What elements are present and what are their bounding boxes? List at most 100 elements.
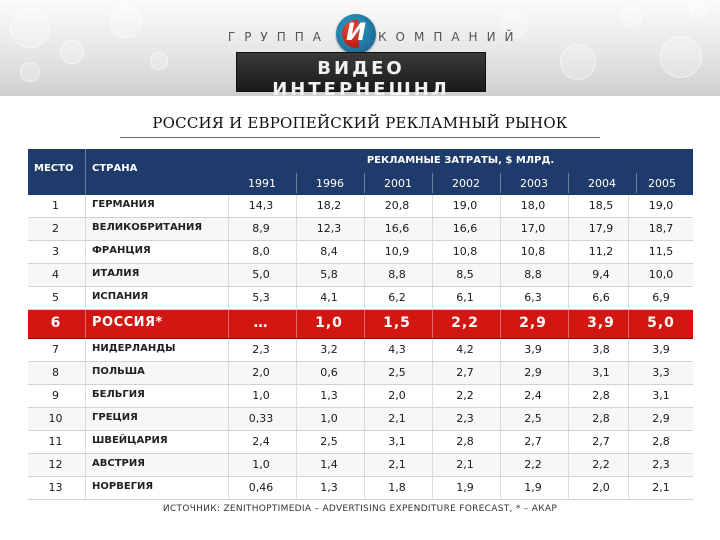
value-cell: 2,4 bbox=[524, 389, 542, 402]
value-cell: 2,1 bbox=[388, 458, 406, 471]
header-year: 2003 bbox=[520, 177, 548, 190]
value-cell: 2,0 bbox=[252, 366, 270, 379]
value-cell: 2,9 bbox=[652, 412, 670, 425]
header-year: 2001 bbox=[384, 177, 412, 190]
table-row: 5 ИСПАНИЯ 5,3 4,1 6,2 6,1 6,3 6,6 6,9 bbox=[28, 287, 693, 310]
value-cell: 5,0 bbox=[647, 315, 675, 331]
table-row: 8 ПОЛЬША 2,0 0,6 2,5 2,7 2,9 3,1 3,3 bbox=[28, 362, 693, 385]
companies-label: КОМПАНИЙ bbox=[378, 30, 523, 44]
table-row: 11 ШВЕЙЦАРИЯ 2,4 2,5 3,1 2,8 2,7 2,7 2,8 bbox=[28, 431, 693, 454]
value-cell: 2,9 bbox=[524, 366, 542, 379]
value-cell: 0,46 bbox=[248, 481, 274, 494]
value-cell: 2,1 bbox=[388, 412, 406, 425]
brand-name: ВИДЕО ИНТЕРНЕШНЛ bbox=[272, 58, 450, 100]
company-logo-icon: И bbox=[336, 14, 376, 54]
value-cell: 11,2 bbox=[588, 245, 614, 258]
value-cell: 18,2 bbox=[316, 199, 342, 212]
value-cell: 2,3 bbox=[252, 343, 270, 356]
value-cell: 1,9 bbox=[524, 481, 542, 494]
value-cell: 8,0 bbox=[252, 245, 270, 258]
header-banner: ГРУППА КОМПАНИЙ И ВИДЕО ИНТЕРНЕШНЛ bbox=[0, 0, 720, 100]
value-cell: 2,3 bbox=[456, 412, 474, 425]
rank-cell: 7 bbox=[52, 343, 59, 356]
value-cell: 17,0 bbox=[520, 222, 546, 235]
value-cell: 14,3 bbox=[248, 199, 274, 212]
header-year: 1996 bbox=[316, 177, 344, 190]
value-cell: 2,3 bbox=[652, 458, 670, 471]
value-cell: 4,1 bbox=[320, 291, 338, 304]
value-cell: 2,2 bbox=[451, 315, 479, 331]
country-cell: ВЕЛИКОБРИТАНИЯ bbox=[92, 222, 203, 233]
value-cell: 8,8 bbox=[388, 268, 406, 281]
value-cell: 0,6 bbox=[320, 366, 338, 379]
country-cell: НОРВЕГИЯ bbox=[92, 481, 154, 492]
value-cell: 6,9 bbox=[652, 291, 670, 304]
value-cell: 17,9 bbox=[588, 222, 614, 235]
value-cell: 8,5 bbox=[456, 268, 474, 281]
value-cell: 16,6 bbox=[384, 222, 410, 235]
value-cell: 2,8 bbox=[456, 435, 474, 448]
header-year: 2005 bbox=[648, 177, 676, 190]
table-body: 1 ГЕРМАНИЯ 14,3 18,2 20,8 19,0 18,0 18,5 19,0 2 ВЕ… bbox=[28, 195, 693, 500]
value-cell: 11,5 bbox=[648, 245, 674, 258]
value-cell: 16,6 bbox=[452, 222, 478, 235]
value-cell: 5,0 bbox=[252, 268, 270, 281]
value-cell: 12,3 bbox=[316, 222, 342, 235]
header-country: СТРАНА bbox=[92, 163, 138, 174]
value-cell: 3,9 bbox=[524, 343, 542, 356]
value-cell: 2,8 bbox=[592, 412, 610, 425]
country-cell: НИДЕРЛАНДЫ bbox=[92, 343, 176, 354]
value-cell: 6,6 bbox=[592, 291, 610, 304]
value-cell: 2,0 bbox=[592, 481, 610, 494]
value-cell: 3,3 bbox=[652, 366, 670, 379]
country-cell: ИСПАНИЯ bbox=[92, 291, 149, 302]
title-divider bbox=[120, 137, 600, 138]
value-cell: 2,1 bbox=[456, 458, 474, 471]
value-cell: 18,0 bbox=[520, 199, 546, 212]
value-cell: 3,9 bbox=[587, 315, 615, 331]
table-row: 3 ФРАНЦИЯ 8,0 8,4 10,9 10,8 10,8 11,2 11,5 bbox=[28, 241, 693, 264]
country-cell: ГРЕЦИЯ bbox=[92, 412, 138, 423]
value-cell: 3,8 bbox=[592, 343, 610, 356]
value-cell: 1,0 bbox=[320, 412, 338, 425]
table-header: МЕСТО СТРАНА РЕКЛАМНЫЕ ЗАТРАТЫ, $ МЛРД. … bbox=[28, 149, 693, 195]
value-cell: 1,0 bbox=[252, 389, 270, 402]
value-cell: 9,4 bbox=[592, 268, 610, 281]
rank-cell: 8 bbox=[52, 366, 59, 379]
rank-cell: 4 bbox=[52, 268, 59, 281]
header-year: 2004 bbox=[588, 177, 616, 190]
value-cell: 4,2 bbox=[456, 343, 474, 356]
value-cell: 3,1 bbox=[388, 435, 406, 448]
rank-cell: 11 bbox=[48, 435, 63, 448]
table-row-highlight: 6 РОССИЯ* … 1,0 1,5 2,2 2,9 3,9 5,0 bbox=[28, 310, 693, 339]
country-cell: БЕЛЬГИЯ bbox=[92, 389, 145, 400]
rank-cell: 9 bbox=[52, 389, 59, 402]
rank-cell: 12 bbox=[48, 458, 63, 471]
value-cell: 1,0 bbox=[315, 315, 343, 331]
value-cell: 1,3 bbox=[320, 389, 338, 402]
value-cell: 2,8 bbox=[592, 389, 610, 402]
source-note: ИСТОЧНИК: ZENITHOPTIMEDIA – ADVERTISING … bbox=[162, 504, 558, 514]
value-cell: 4,3 bbox=[388, 343, 406, 356]
value-cell: 6,2 bbox=[388, 291, 406, 304]
ad-spend-table: МЕСТО СТРАНА РЕКЛАМНЫЕ ЗАТРАТЫ, $ МЛРД. … bbox=[28, 149, 693, 500]
value-cell: 2,9 bbox=[519, 315, 547, 331]
value-cell: 10,0 bbox=[648, 268, 674, 281]
value-cell: 2,2 bbox=[592, 458, 610, 471]
company-group-caption: ГРУППА КОМПАНИЙ bbox=[0, 28, 720, 52]
value-cell: 2,2 bbox=[524, 458, 542, 471]
rank-cell: 5 bbox=[52, 291, 59, 304]
rank-cell: 13 bbox=[48, 481, 63, 494]
value-cell: 20,8 bbox=[384, 199, 410, 212]
table-row: 13 НОРВЕГИЯ 0,46 1,3 1,8 1,9 1,9 2,0 2,1 bbox=[28, 477, 693, 500]
value-cell: 8,4 bbox=[320, 245, 338, 258]
value-cell: 1,5 bbox=[383, 315, 411, 331]
value-cell: 2,7 bbox=[524, 435, 542, 448]
value-cell: 0,33 bbox=[248, 412, 274, 425]
table-row: 9 БЕЛЬГИЯ 1,0 1,3 2,0 2,2 2,4 2,8 3,1 bbox=[28, 385, 693, 408]
rank-cell: 2 bbox=[52, 222, 59, 235]
rank-cell: 1 bbox=[52, 199, 59, 212]
table-row: 7 НИДЕРЛАНДЫ 2,3 3,2 4,3 4,2 3,9 3,8 3,9 bbox=[28, 339, 693, 362]
value-cell: 6,3 bbox=[524, 291, 542, 304]
header-rank: МЕСТО bbox=[34, 163, 74, 174]
